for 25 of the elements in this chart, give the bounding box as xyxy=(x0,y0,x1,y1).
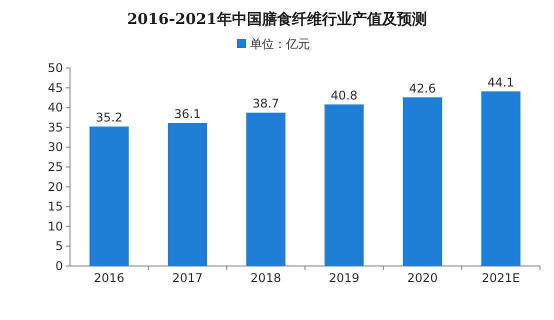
chart-title: 2016-2021年中国膳食纤维行业产值及预测 xyxy=(127,10,427,28)
y-tick-label: 40 xyxy=(48,100,63,115)
y-tick-label: 50 xyxy=(48,61,63,75)
y-tick-label: 20 xyxy=(48,180,63,194)
y-tick-label: 35 xyxy=(48,120,63,134)
x-tick-label: 2019 xyxy=(328,271,360,285)
y-tick-label: 0 xyxy=(55,259,63,273)
x-tick-label: 2018 xyxy=(250,271,282,285)
data-label: 36.1 xyxy=(174,107,201,122)
y-tick-label: 10 xyxy=(48,219,63,234)
y-tick-label: 30 xyxy=(48,140,63,154)
y-tick-label: 45 xyxy=(48,80,63,95)
data-label: 42.6 xyxy=(409,81,436,96)
x-tick-label: 2016 xyxy=(94,271,124,285)
y-tick-label: 15 xyxy=(48,200,63,214)
data-label: 44.1 xyxy=(487,75,514,90)
data-label: 38.7 xyxy=(252,96,280,111)
legend-label: 单位：亿元 xyxy=(250,37,310,51)
data-label: 35.2 xyxy=(96,110,123,125)
y-tick-label: 25 xyxy=(48,160,63,174)
x-tick-label: 2017 xyxy=(172,271,203,285)
y-tick-label: 5 xyxy=(55,239,63,254)
x-tick-label: 2020 xyxy=(407,271,438,285)
data-label: 40.8 xyxy=(330,88,358,102)
x-tick-label: 2021E xyxy=(482,271,520,285)
